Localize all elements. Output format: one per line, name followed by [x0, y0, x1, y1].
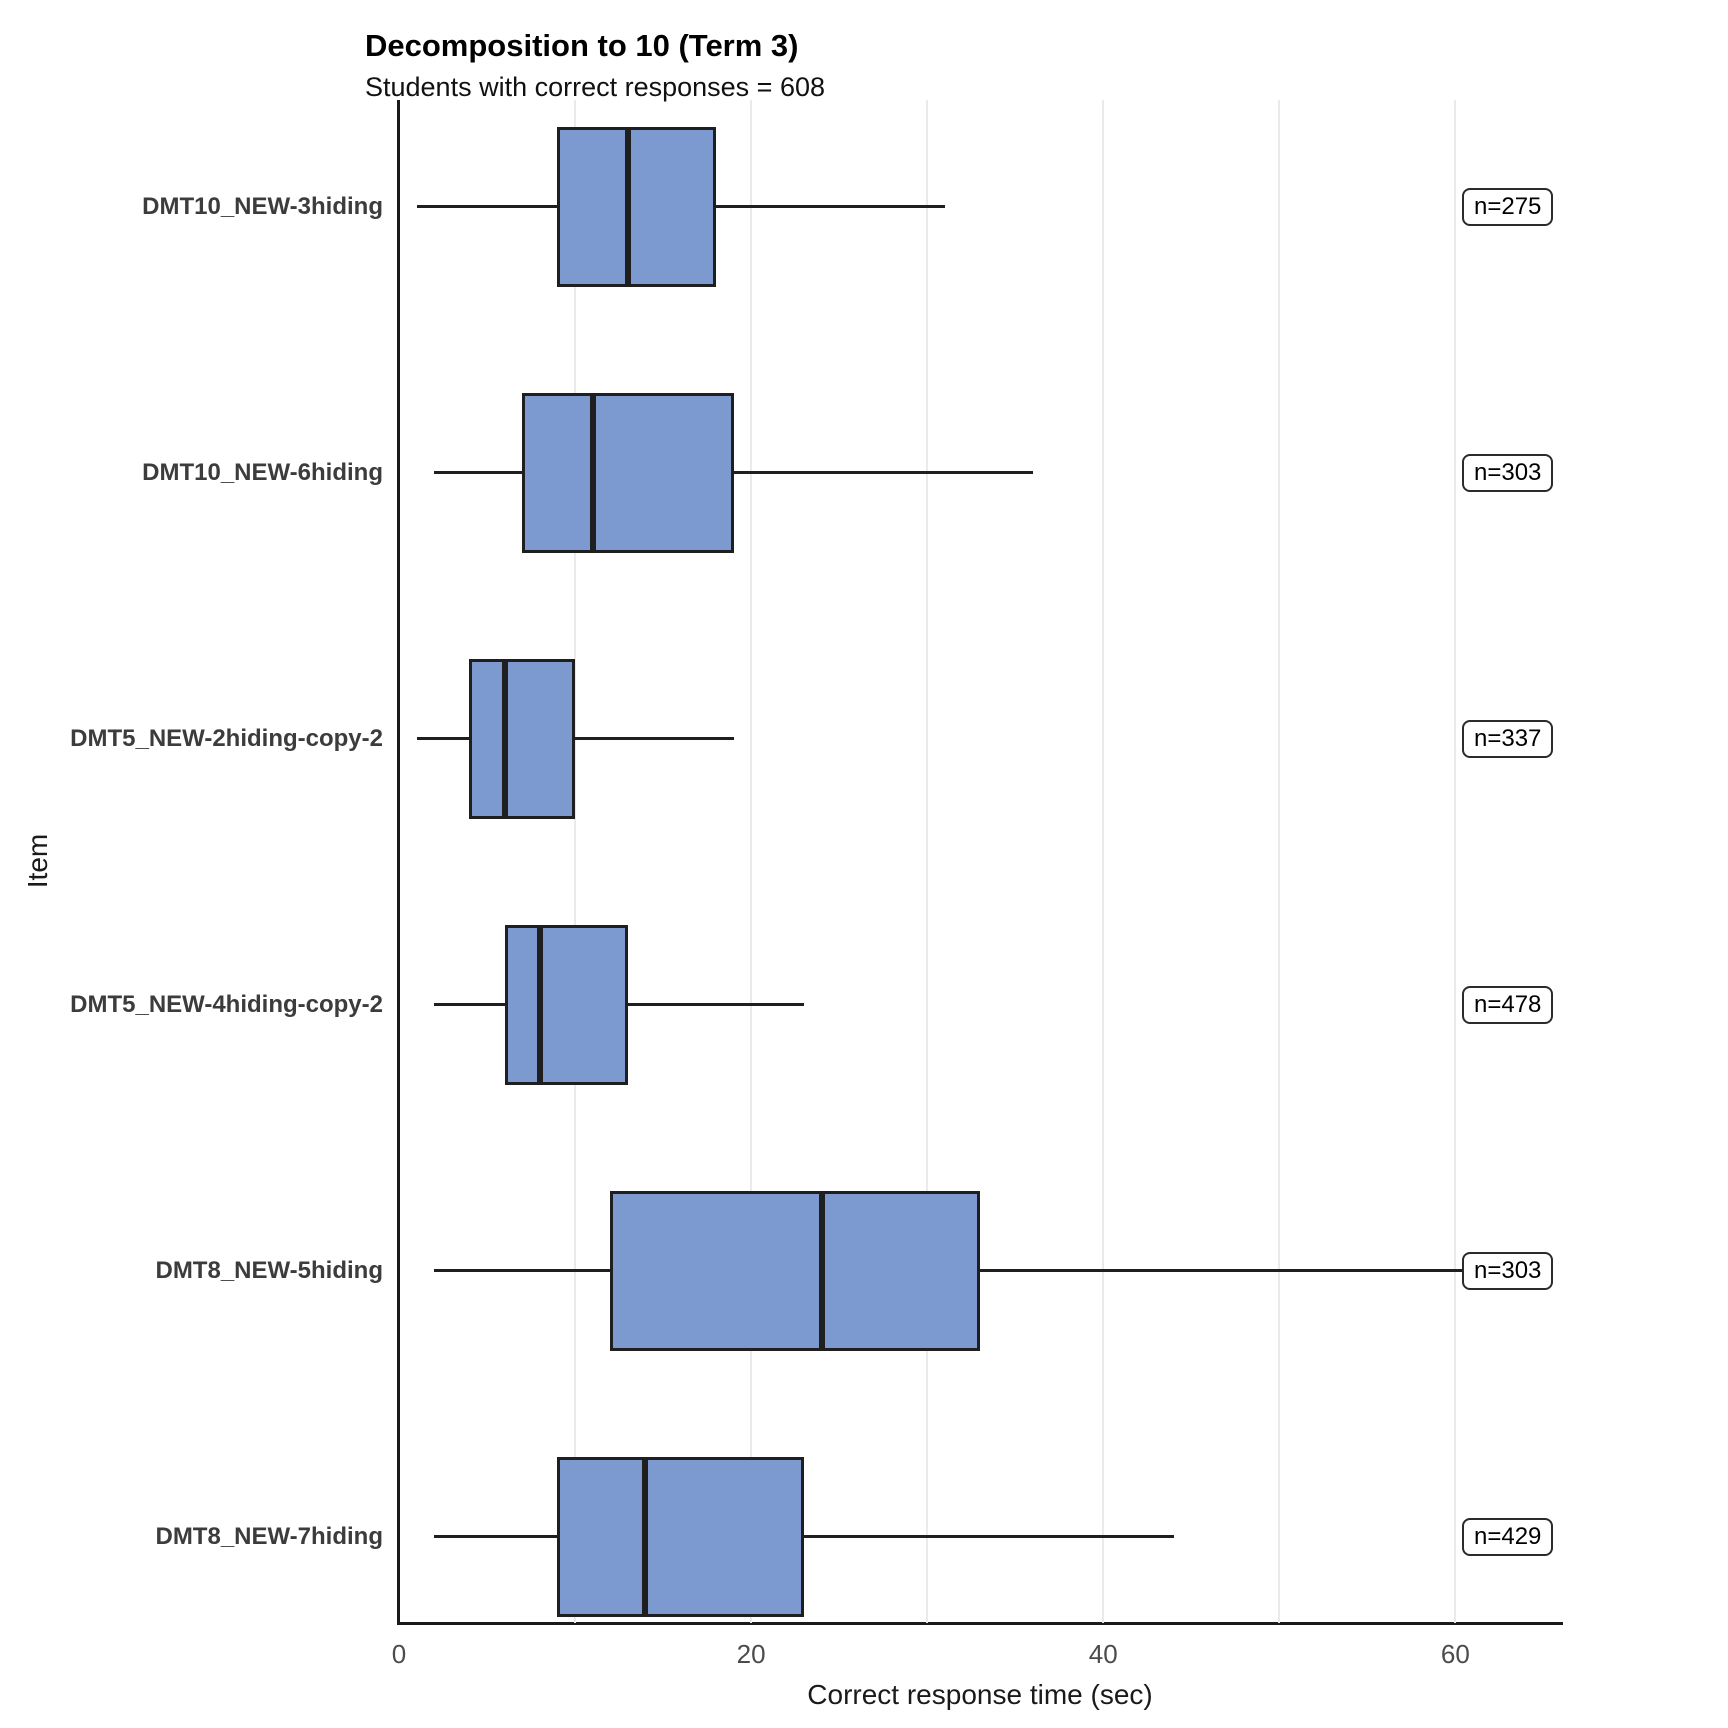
gridline-30 [926, 100, 929, 1623]
gridline-40 [1102, 100, 1105, 1623]
whisker-left [434, 471, 523, 474]
chart-subtitle: Students with correct responses = 608 [365, 72, 826, 102]
x-tick-label-40: 40 [1088, 1639, 1118, 1669]
whisker-left [434, 1003, 505, 1006]
n-count-badge: n=275 [1462, 188, 1554, 226]
y-axis-item-label: DMT8_NEW-7hiding [155, 1523, 383, 1550]
y-axis-item-label: DMT5_NEW-4hiding-copy-2 [70, 991, 383, 1018]
y-axis-item-label: DMT5_NEW-2hiding-copy-2 [70, 725, 383, 752]
whisker-right [575, 737, 734, 740]
gridline-20 [750, 100, 753, 1623]
whisker-left [434, 1535, 558, 1538]
box-iqr [504, 925, 628, 1085]
median-line [501, 659, 508, 819]
whisker-right [803, 1535, 1174, 1538]
x-axis-line [397, 1622, 1563, 1625]
x-tick-label-20: 20 [736, 1639, 766, 1669]
whisker-right [627, 1003, 804, 1006]
x-tick-label-0: 0 [391, 1639, 407, 1669]
box-iqr [557, 1457, 804, 1617]
box-iqr [557, 127, 716, 287]
gridline-50 [1278, 100, 1281, 1623]
y-axis-item-label: DMT10_NEW-3hiding [142, 193, 383, 220]
box-iqr [469, 659, 576, 819]
box-iqr [610, 1191, 980, 1351]
median-line [589, 393, 596, 553]
whisker-left [434, 1269, 611, 1272]
y-axis-item-label: DMT8_NEW-5hiding [155, 1257, 383, 1284]
median-line [624, 127, 631, 287]
plot-panel [399, 100, 1561, 1623]
y-axis-title: Item [22, 833, 53, 889]
median-line [642, 1457, 649, 1617]
x-tick-label-60: 60 [1440, 1639, 1470, 1669]
n-count-badge: n=303 [1462, 454, 1554, 492]
gridline-10 [574, 100, 577, 1623]
median-line [818, 1191, 825, 1351]
x-axis-title: Correct response time (sec) [807, 1679, 1153, 1710]
whisker-right [733, 471, 1033, 474]
n-count-badge: n=478 [1462, 986, 1554, 1024]
y-axis-item-label: DMT10_NEW-6hiding [142, 459, 383, 486]
whisker-right [980, 1269, 1491, 1272]
chart-title: Decomposition to 10 (Term 3) [365, 28, 799, 63]
median-line [536, 925, 543, 1085]
y-axis-line [397, 100, 400, 1625]
box-iqr [522, 393, 734, 553]
gridline-60 [1454, 100, 1457, 1623]
n-count-badge: n=429 [1462, 1518, 1554, 1556]
n-count-badge: n=303 [1462, 1252, 1554, 1290]
n-count-badge: n=337 [1462, 720, 1554, 758]
whisker-left [416, 205, 558, 208]
whisker-right [715, 205, 945, 208]
whisker-left [416, 737, 470, 740]
